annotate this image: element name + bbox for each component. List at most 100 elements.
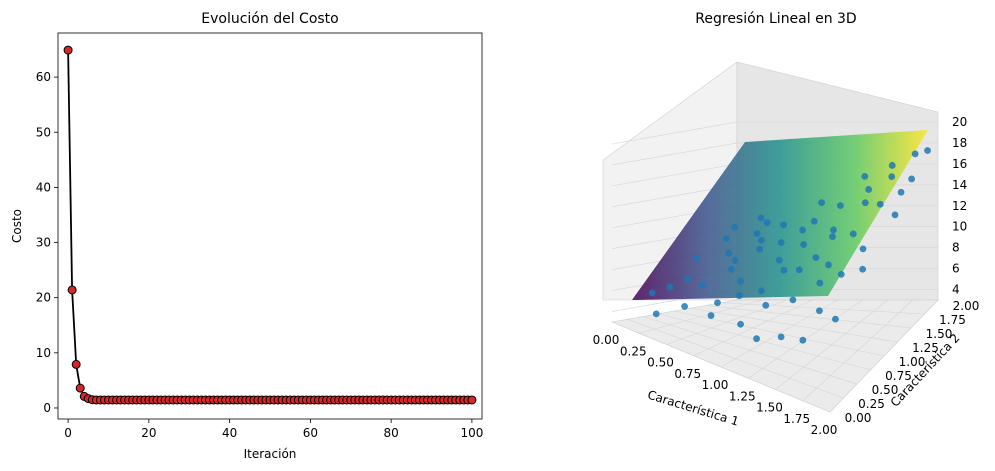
y-tick-label: 0.25 [858, 397, 885, 411]
scatter-point [737, 320, 744, 328]
scatter-point [911, 150, 919, 158]
y-tick-label: 1.00 [899, 355, 926, 369]
z-tick-label: 14 [952, 178, 967, 192]
x-tick-label: 60 [303, 426, 318, 440]
scatter-point [692, 255, 700, 262]
y-tick-label: 10 [36, 346, 51, 360]
x-axis-label: Característica 1 [646, 388, 741, 429]
scatter-point [897, 188, 905, 196]
scatter-point [736, 292, 743, 299]
scatter-point [888, 173, 896, 181]
scatter-point [731, 257, 739, 264]
floor-gridline-x [829, 299, 939, 413]
x-tick-label: 0.00 [593, 333, 620, 347]
y-tick-label: 0 [43, 401, 51, 415]
scatter-point [727, 265, 735, 273]
y-tick-label: 0.75 [885, 369, 912, 383]
x-tick-label: 0.75 [674, 367, 701, 381]
cost-chart-y-ticks: 0 10 20 30 40 50 60 [36, 70, 58, 415]
y-tick-label: 50 [36, 125, 51, 139]
cost-chart-y-label: Costo [10, 209, 24, 243]
y-axis-ticks: 0.000.250.500.751.001.251.501.752.00 [845, 299, 980, 425]
scatter-point [777, 333, 785, 341]
scatter-point [837, 270, 845, 278]
scatter-point [666, 283, 674, 291]
scatter-point [908, 175, 916, 183]
scatter-point [924, 147, 931, 154]
z-tick-label: 18 [952, 136, 967, 150]
scatter-point [777, 239, 785, 246]
scatter-point [722, 235, 730, 243]
scatter-point [816, 307, 823, 315]
scatter-point [714, 299, 721, 307]
scatter-point [829, 233, 836, 241]
regression-plane [632, 130, 928, 300]
scatter-point [789, 296, 797, 304]
scatter-point [818, 199, 825, 207]
scatter-point [849, 230, 857, 238]
scatter-point [763, 219, 771, 226]
cost-point [71, 359, 81, 369]
scatter-point [888, 162, 896, 169]
cost-point [467, 395, 477, 405]
floor-gridline-y [721, 302, 925, 315]
scatter-point [861, 199, 869, 207]
scatter-point [731, 223, 739, 231]
x-tick-label: 2.00 [811, 423, 838, 437]
z-axis-ticks: 4 6 8 10 12 14 16 18 20 [952, 115, 967, 297]
cost-chart-axes-frame [57, 32, 483, 420]
scatter-point [707, 312, 715, 319]
scatter-point [753, 335, 760, 343]
z-tick-label: 10 [952, 220, 967, 234]
z-tick-label: 8 [952, 241, 960, 255]
wall-gridline-z [611, 121, 738, 145]
y-tick-label: 1.50 [926, 327, 953, 341]
y-tick-label: 0.50 [872, 383, 899, 397]
y-tick-label: 60 [36, 70, 51, 84]
x-tick-label: 1.50 [756, 401, 783, 415]
x-tick-label: 80 [384, 426, 399, 440]
z-tick-label: 6 [952, 262, 960, 276]
x-tick-label: 40 [222, 426, 237, 440]
scatter-point [681, 303, 689, 310]
regression-3d-chart-title: Regresión Lineal en 3D [695, 11, 856, 27]
floor-gridline-x [802, 299, 914, 401]
y-tick-label: 40 [36, 180, 51, 194]
cost-chart-title: Evolución del Costo [201, 11, 338, 27]
scatter-point [825, 261, 832, 269]
x-tick-label: 20 [141, 426, 156, 440]
x-tick-label: 0 [64, 426, 72, 440]
scatter-point [859, 245, 867, 253]
scatter-point [799, 336, 807, 344]
scatter-point [861, 172, 869, 180]
scatter-point [865, 186, 873, 193]
x-tick-label: 100 [460, 426, 483, 440]
x-tick-label: 0.50 [647, 356, 674, 370]
scatter-point [780, 221, 787, 229]
y-tick-label: 30 [36, 236, 51, 250]
x-tick-label: 1.75 [783, 412, 810, 426]
wall-gridline-z [611, 163, 738, 187]
regression-3d-chart: Regresión Lineal en 3D 0.000.250.500.751… [593, 11, 980, 437]
z-tick-label: 16 [952, 157, 967, 171]
scatter-point [648, 289, 656, 297]
scatter-point [737, 277, 744, 285]
x-tick-label: 1.25 [729, 389, 756, 403]
scatter-point [795, 266, 803, 274]
floor-gridline-y [690, 307, 898, 343]
y-tick-label: 1.75 [939, 313, 966, 327]
scatter-point [699, 281, 707, 289]
y-tick-label: 0.00 [845, 411, 872, 425]
scatter-point [859, 265, 867, 273]
scatter-point [753, 230, 761, 238]
z-tick-label: 20 [952, 115, 967, 129]
z-tick-label: 4 [952, 283, 960, 297]
wall-gridline-z [611, 142, 738, 166]
y-tick-label: 20 [36, 291, 51, 305]
cost-chart: Evolución del Costo 0 10 20 30 40 50 60 0 20 40 6… [10, 11, 483, 461]
x-tick-label: 1.00 [702, 378, 729, 392]
scatter-point [757, 287, 765, 295]
cost-point [67, 285, 77, 295]
scatter-point [725, 249, 732, 257]
